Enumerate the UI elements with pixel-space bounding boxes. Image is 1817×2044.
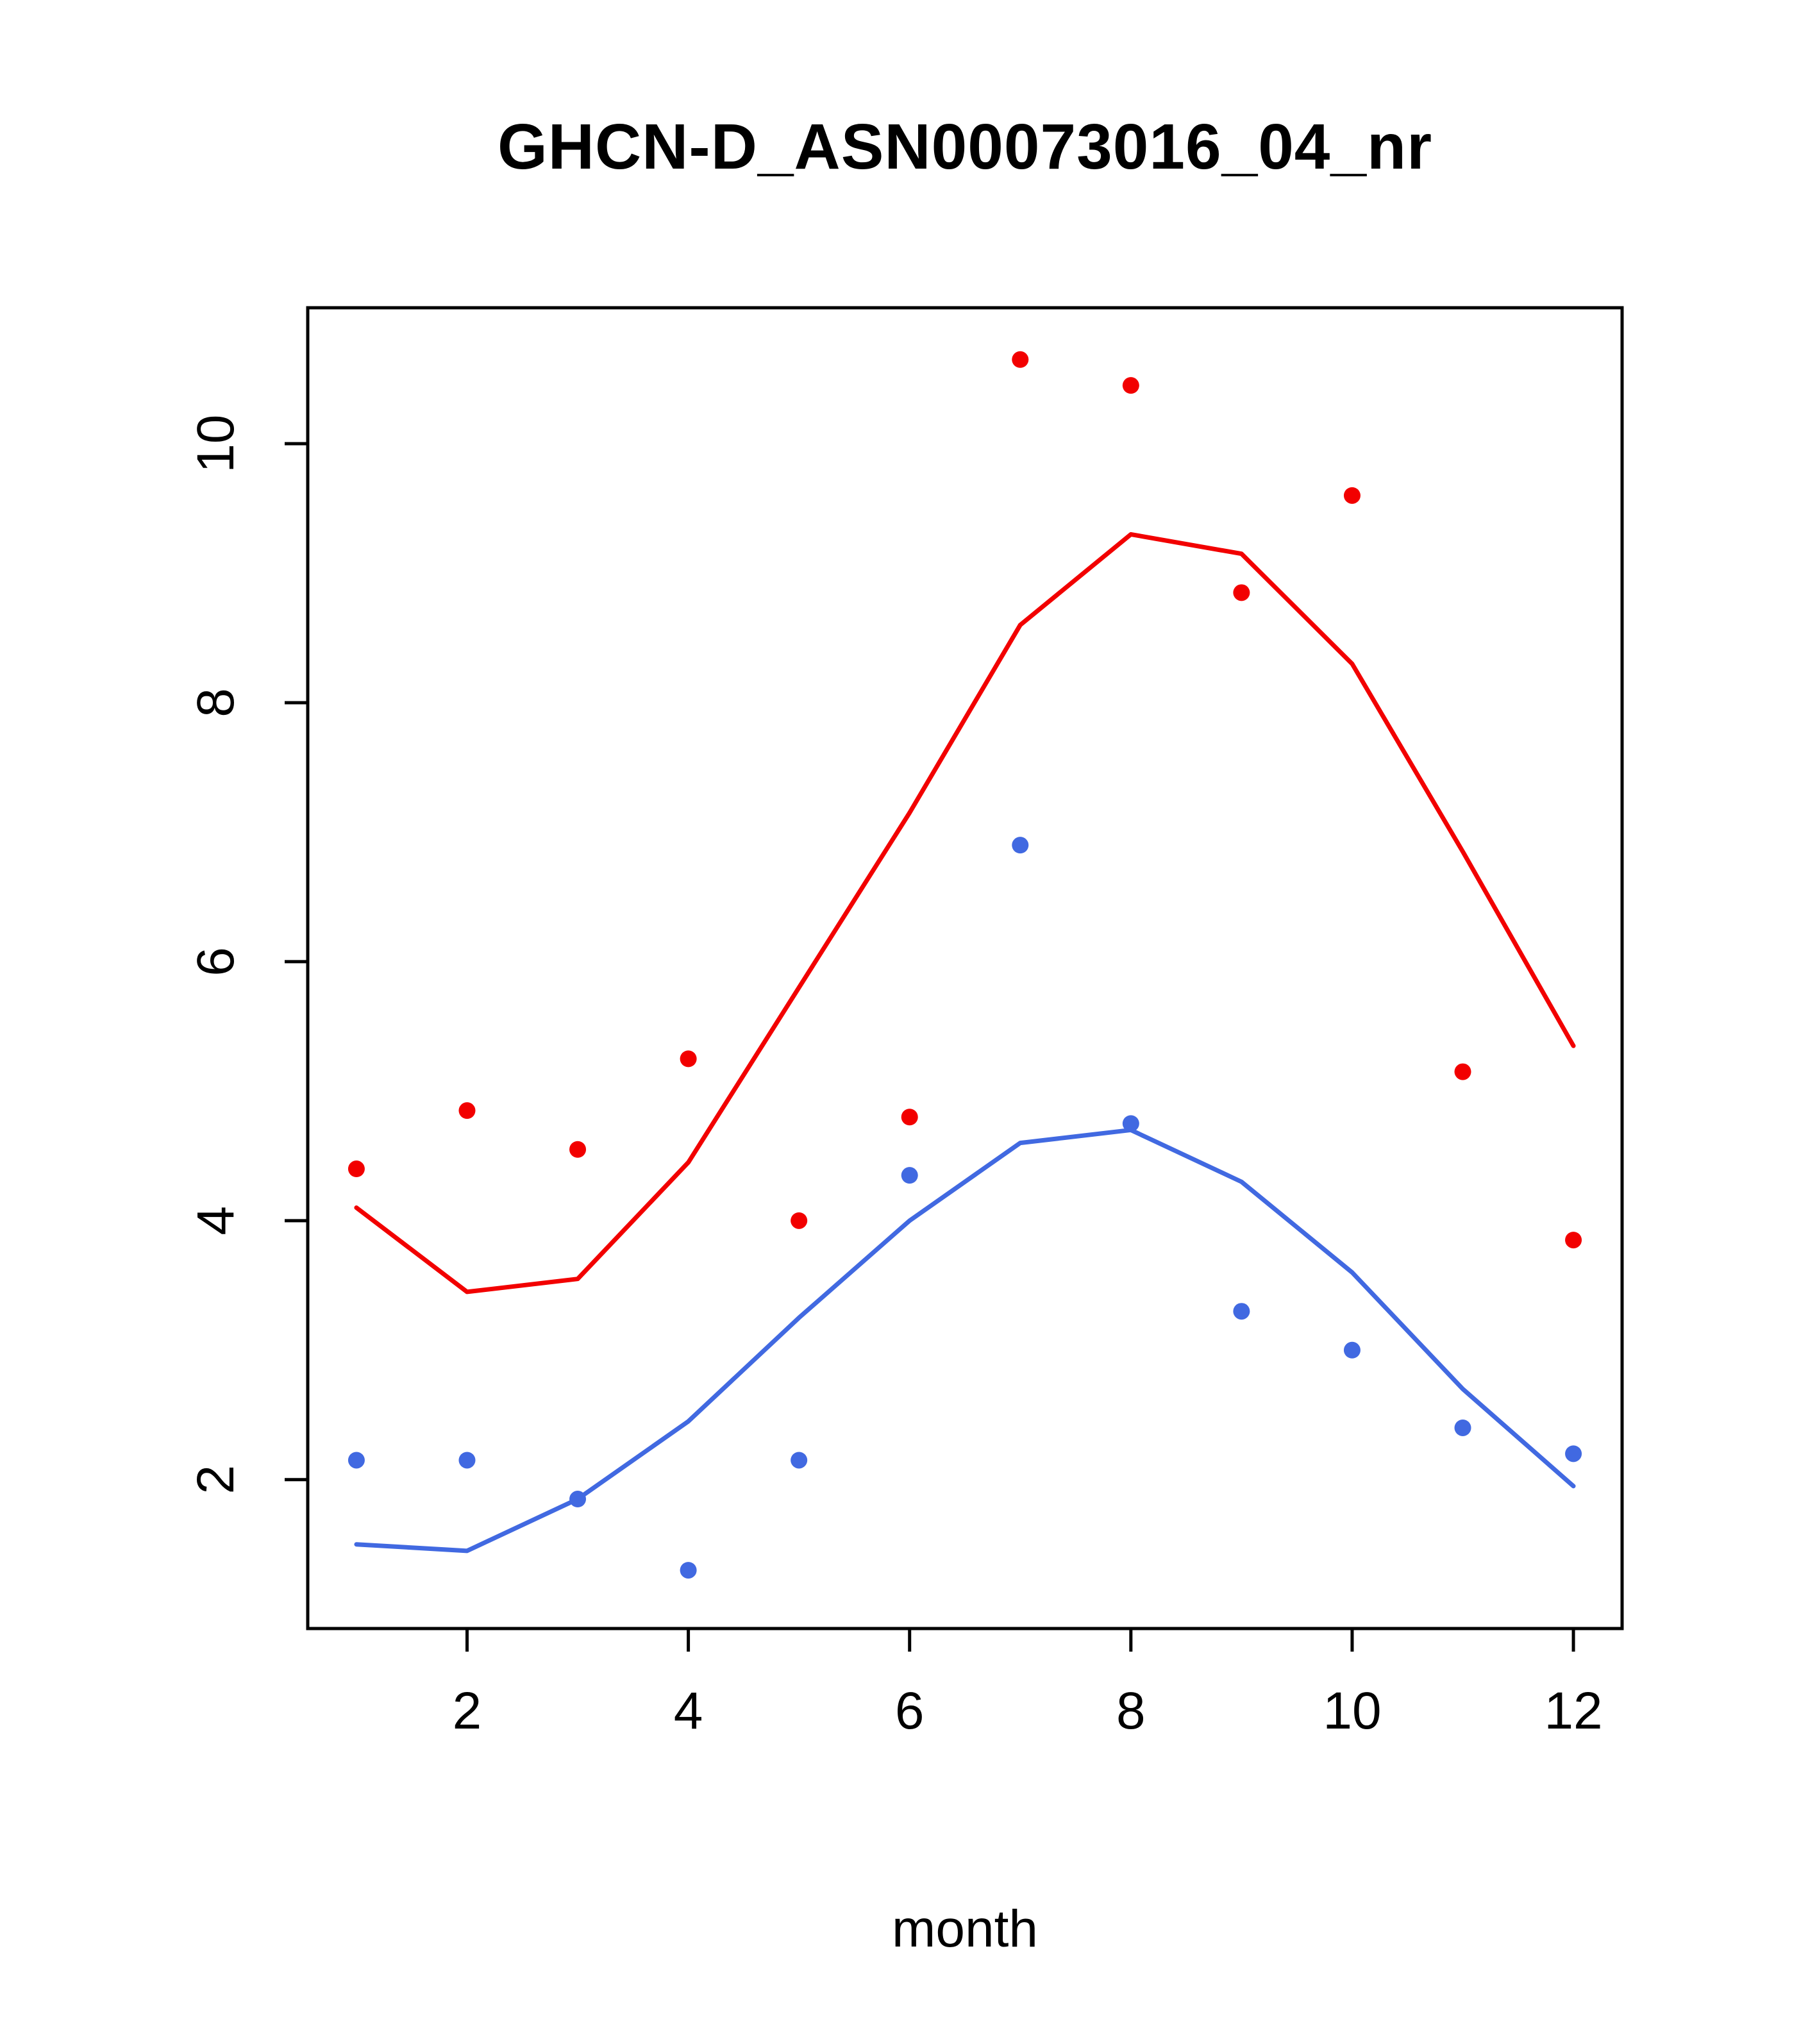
- x-tick-label: 8: [1116, 1682, 1146, 1740]
- red-points-marker: [1233, 584, 1250, 601]
- red-points-marker: [347, 1160, 365, 1178]
- blue-points-marker: [1454, 1419, 1471, 1436]
- blue-line: [354, 1127, 1576, 1554]
- blue-points-marker: [347, 1452, 365, 1469]
- blue-points-marker: [680, 1562, 697, 1579]
- x-tick-label: 6: [895, 1682, 925, 1740]
- chart-title: GHCN-D_ASN00073016_04_nr: [497, 111, 1433, 183]
- red-points-marker: [1343, 487, 1361, 504]
- x-tick-label: 2: [453, 1682, 482, 1740]
- blue-points-marker: [1233, 1303, 1250, 1320]
- red-points-marker: [1012, 351, 1029, 368]
- y-tick-label: 2: [187, 1465, 245, 1495]
- blue-points-marker: [1343, 1341, 1361, 1359]
- y-tick-label: 8: [187, 688, 245, 717]
- y-tick-label: 6: [187, 947, 245, 976]
- red-points-marker: [1454, 1063, 1471, 1080]
- blue-points-marker: [458, 1452, 476, 1469]
- red-line: [354, 532, 1576, 1294]
- x-axis-title: month: [892, 1900, 1038, 1958]
- y-tick-label: 10: [187, 414, 245, 473]
- x-tick-label: 4: [674, 1682, 703, 1740]
- plot-border: [306, 306, 1624, 1630]
- red-points-marker: [791, 1212, 808, 1229]
- red-points-marker: [1122, 377, 1139, 394]
- blue-points-marker: [1565, 1445, 1582, 1462]
- red-points-marker: [680, 1050, 697, 1068]
- blue-points-marker: [1122, 1115, 1139, 1132]
- x-tick-label: 12: [1544, 1682, 1602, 1740]
- x-tick-label: 10: [1323, 1682, 1381, 1740]
- blue-points-marker: [1012, 837, 1029, 854]
- y-tick-label: 4: [187, 1206, 245, 1236]
- red-points-marker: [569, 1141, 587, 1158]
- red-points-marker: [458, 1102, 476, 1119]
- red-points-marker: [1565, 1232, 1582, 1249]
- blue-points-marker: [569, 1491, 587, 1508]
- red-points-marker: [901, 1109, 918, 1126]
- blue-points-marker: [901, 1167, 918, 1184]
- blue-points-marker: [791, 1452, 808, 1469]
